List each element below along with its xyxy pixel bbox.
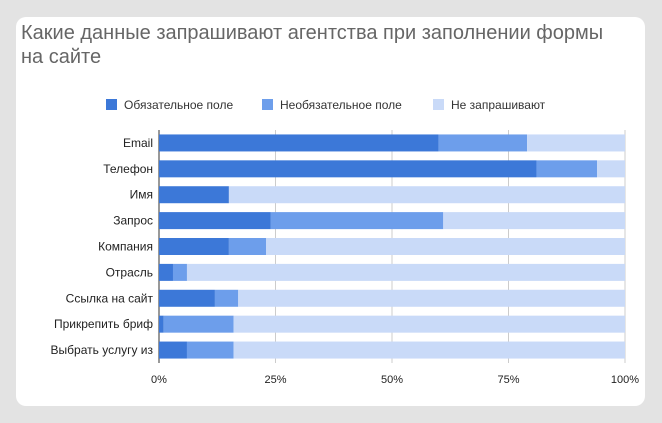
- bar-1-0: [159, 160, 537, 178]
- legend-swatch-2: [433, 99, 444, 110]
- tick-labels: 0% 25% 50% 75% 100%: [151, 374, 639, 386]
- category-label-5: Отрасль: [106, 265, 153, 279]
- bar-8-2: [233, 341, 625, 359]
- category-label-8: Выбрать услугу из: [51, 343, 154, 357]
- chart-title: Какие данные запрашивают агентства при з…: [21, 22, 604, 68]
- bar-3-2: [443, 212, 625, 230]
- chart-card: [16, 17, 645, 406]
- bar-6-2: [238, 289, 625, 307]
- bar-7-2: [233, 315, 625, 333]
- bar-8-1: [186, 341, 234, 359]
- bar-6-0: [159, 289, 215, 307]
- bar-7-1: [163, 315, 234, 333]
- bar-4-2: [266, 238, 625, 255]
- legend-swatch-1: [262, 99, 273, 110]
- bar-4-1: [228, 238, 267, 255]
- x-tick-label-3: 75%: [497, 374, 519, 386]
- x-tick-label-1: 25%: [264, 374, 286, 386]
- bar-1-2: [597, 160, 625, 178]
- bar-8-0: [159, 341, 187, 359]
- legend-label-2: Не запрашивают: [451, 98, 546, 112]
- category-label-2: Имя: [130, 188, 153, 202]
- bar-7-0: [159, 315, 164, 333]
- category-label-0: Email: [123, 136, 153, 150]
- bars: [159, 134, 625, 359]
- legend-label-0: Обязательное поле: [124, 98, 233, 112]
- category-labels: Email Телефон Имя Запрос Компания Отрасль Ссыл…: [51, 136, 154, 357]
- bar-0-0: [159, 134, 439, 152]
- category-label-1: Телефон: [103, 162, 153, 176]
- x-tick-label-2: 50%: [381, 374, 403, 386]
- x-tick-label-4: 100%: [611, 374, 639, 386]
- bar-3-1: [270, 212, 444, 230]
- bar-5-0: [159, 263, 173, 281]
- category-label-4: Компания: [98, 240, 153, 254]
- category-label-6: Ссылка на сайт: [66, 291, 154, 305]
- legend-swatch-0: [106, 99, 117, 110]
- bar-2-2: [228, 186, 625, 204]
- bar-4-0: [159, 238, 229, 255]
- category-label-3: Запрос: [113, 214, 153, 228]
- legend: Обязательное поле Необязательное поле Не з…: [106, 98, 546, 112]
- category-label-7: Прикрепить бриф: [54, 317, 153, 331]
- bar-1-1: [536, 160, 598, 178]
- bar-6-1: [214, 289, 239, 307]
- bar-0-1: [438, 134, 528, 152]
- bar-0-2: [527, 134, 625, 152]
- bar-5-2: [186, 263, 625, 281]
- bar-5-1: [172, 263, 187, 281]
- bar-2-0: [159, 186, 229, 204]
- x-tick-label-0: 0%: [151, 374, 167, 386]
- legend-label-1: Необязательное поле: [280, 98, 402, 112]
- bar-3-0: [159, 212, 271, 230]
